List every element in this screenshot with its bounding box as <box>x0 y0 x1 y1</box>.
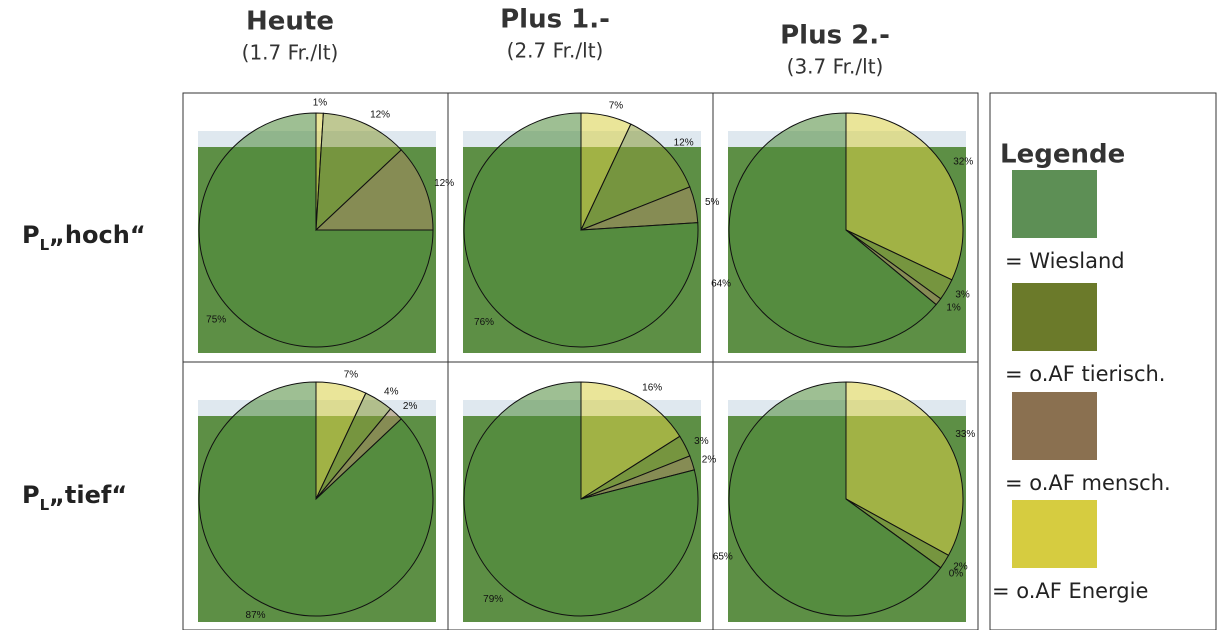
slide: Heute (1.7 Fr./lt) Plus 1.- (2.7 Fr./lt) Plu… <box>0 0 1224 630</box>
column-title: Plus 1.- <box>500 5 610 35</box>
value-label: 2% <box>403 401 418 412</box>
value-label: 64% <box>711 279 731 290</box>
legend-thumbnail <box>1012 500 1097 568</box>
value-label: 87% <box>246 610 266 621</box>
value-label: 32% <box>953 157 973 168</box>
column-title: Heute <box>246 7 334 37</box>
column-title: Plus 2.- <box>780 21 890 51</box>
value-label: 12% <box>674 138 694 149</box>
value-label: 12% <box>370 110 390 121</box>
column-price: (2.7 Fr./lt) <box>507 39 604 63</box>
row-label: PL„hoch“ <box>22 221 146 254</box>
legend-item: = o.AF mensch. <box>1005 471 1171 495</box>
value-label: 1% <box>946 302 961 313</box>
value-label: 2% <box>702 454 717 465</box>
value-label: 1% <box>313 98 328 109</box>
value-label: 3% <box>955 289 970 300</box>
row-label-part: L <box>40 236 50 254</box>
legend-item: = Wiesland <box>1005 249 1125 273</box>
legend-item: = o.AF tierisch. <box>1005 362 1165 386</box>
value-label: 4% <box>384 386 399 397</box>
row-label-part: P <box>22 221 40 249</box>
row-label-part: P <box>22 481 40 509</box>
row-label: PL„tief“ <box>22 481 127 514</box>
value-label: 75% <box>206 314 226 325</box>
column-price: (3.7 Fr./lt) <box>787 55 884 79</box>
value-label: 7% <box>344 370 359 381</box>
value-label: 65% <box>713 551 733 562</box>
value-label: 79% <box>483 594 503 605</box>
row-label-part: „hoch“ <box>49 221 145 249</box>
legend-thumbnail <box>1012 170 1097 238</box>
value-label: 16% <box>642 382 662 393</box>
column-price: (1.7 Fr./lt) <box>242 41 339 65</box>
value-label: 7% <box>609 101 624 112</box>
row-label-part: „tief“ <box>49 481 127 509</box>
value-label: 3% <box>694 436 709 447</box>
value-label: 33% <box>955 429 975 440</box>
value-label: 5% <box>705 197 720 208</box>
legend-item: = o.AF Energie <box>992 579 1148 603</box>
legend-thumbnail <box>1012 392 1097 460</box>
row-label-part: L <box>40 496 50 514</box>
value-label: 76% <box>474 317 494 328</box>
legend-title: Legende <box>1000 140 1125 170</box>
legend-thumbnail <box>1012 283 1097 351</box>
value-label: 12% <box>434 178 454 189</box>
value-label: 0% <box>949 568 964 579</box>
